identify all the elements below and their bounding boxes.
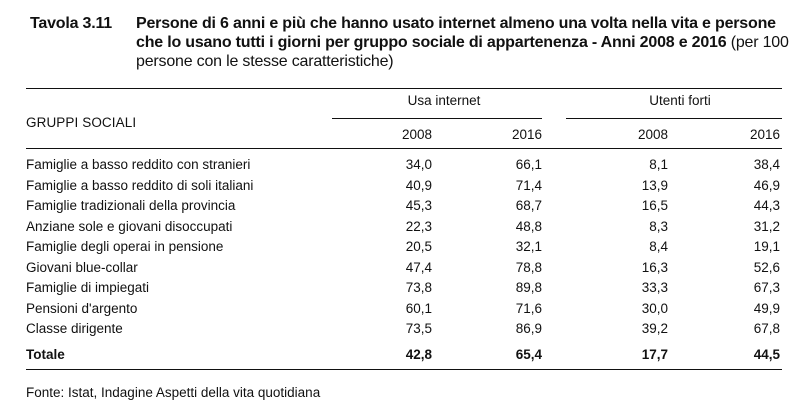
cell-value: 46,9 — [753, 177, 780, 193]
row-label: Famiglie tradizionali della provincia — [26, 198, 236, 213]
cell-value: 33,3 — [641, 280, 668, 295]
cell-value: 47,4 — [405, 259, 432, 275]
cell-value: 19,1 — [753, 239, 780, 254]
top-rule — [26, 88, 782, 89]
row-label: Giovani blue-collar — [26, 259, 138, 275]
row-label: Famiglie a basso reddito con stranieri — [26, 157, 251, 172]
total-value: 44,5 — [753, 347, 780, 362]
cell-value: 32,1 — [515, 239, 542, 254]
cell-value: 86,9 — [515, 321, 542, 336]
total-value: 65,4 — [515, 347, 542, 362]
table-row-total: Totale 42,8 65,4 17,7 44,5 — [26, 347, 782, 367]
cell-value: 38,4 — [753, 157, 780, 172]
row-label: Anziane sole e giovani disoccupati — [26, 218, 233, 234]
table-row: Giovani blue-collar 47,4 78,8 16,3 52,6 — [26, 260, 782, 280]
cell-value: 45,3 — [405, 198, 432, 213]
source-note: Fonte: Istat, Indagine Aspetti della vit… — [26, 385, 321, 400]
cell-value: 67,8 — [753, 321, 780, 336]
table-row: Famiglie degli operai in pensione 20,5 3… — [26, 239, 782, 259]
cell-value: 30,0 — [641, 300, 668, 316]
cell-value: 40,9 — [405, 177, 432, 193]
group-rule-usa-internet — [332, 118, 542, 119]
total-value: 42,8 — [405, 347, 432, 362]
year-header: 2008 — [401, 127, 432, 142]
cell-value: 68,7 — [515, 198, 542, 213]
year-header: 2016 — [749, 127, 780, 142]
cell-value: 89,8 — [515, 280, 542, 295]
cell-value: 8,4 — [649, 239, 668, 254]
group-rule-utenti-forti — [566, 118, 782, 119]
table-title-main: Persone di 6 anni e più che hanno usato … — [136, 15, 776, 51]
cell-value: 31,2 — [753, 218, 780, 234]
table-row: Famiglie a basso reddito di soli italian… — [26, 178, 782, 198]
table-row: Classe dirigente 73,5 86,9 39,2 67,8 — [26, 321, 782, 341]
cell-value: 16,5 — [641, 198, 668, 213]
cell-value: 60,1 — [405, 300, 432, 316]
cell-value: 73,8 — [405, 280, 432, 295]
total-value: 17,7 — [641, 347, 668, 362]
row-label: Classe dirigente — [26, 321, 123, 336]
year-header: 2008 — [637, 127, 668, 142]
table-number: Tavola 3.11 — [30, 15, 113, 32]
cell-value: 8,1 — [649, 157, 668, 172]
group-header-usa-internet: Usa internet — [407, 93, 481, 108]
row-header-label: GRUPPI SOCIALI — [26, 115, 137, 130]
cell-value: 44,3 — [753, 198, 780, 213]
cell-value: 20,5 — [405, 239, 432, 254]
header-rule — [26, 148, 782, 149]
table-row: Anziane sole e giovani disoccupati 22,3 … — [26, 219, 782, 239]
year-header: 2016 — [511, 127, 542, 142]
cell-value: 34,0 — [405, 157, 432, 172]
table-title-note: (per 100 persone con le stesse caratteri… — [136, 34, 789, 70]
cell-value: 22,3 — [405, 218, 432, 234]
cell-value: 66,1 — [515, 157, 542, 172]
bottom-rule — [26, 369, 782, 370]
cell-value: 67,3 — [753, 280, 780, 295]
row-label: Famiglie degli operai in pensione — [26, 239, 224, 254]
total-label: Totale — [26, 347, 65, 362]
table-row: Famiglie a basso reddito con stranieri 3… — [26, 157, 782, 177]
cell-value: 71,4 — [515, 177, 542, 193]
cell-value: 8,3 — [649, 218, 668, 234]
cell-value: 71,6 — [515, 300, 542, 316]
table-row: Famiglie tradizionali della provincia 45… — [26, 198, 782, 218]
table-row: Famiglie di impiegati 73,8 89,8 33,3 67,… — [26, 280, 782, 300]
row-label: Pensioni d'argento — [26, 300, 138, 316]
group-header-utenti-forti: Utenti forti — [649, 93, 711, 108]
cell-value: 13,9 — [641, 177, 668, 193]
cell-value: 52,6 — [753, 259, 780, 275]
cell-value: 48,8 — [515, 218, 542, 234]
cell-value: 73,5 — [405, 321, 432, 336]
table-row: Pensioni d'argento 60,1 71,6 30,0 49,9 — [26, 301, 782, 321]
cell-value: 39,2 — [641, 321, 668, 336]
cell-value: 78,8 — [515, 259, 542, 275]
table-caption: Tavola 3.11 Persone di 6 anni e più che … — [30, 14, 800, 71]
row-label: Famiglie a basso reddito di soli italian… — [26, 177, 254, 193]
cell-value: 16,3 — [641, 259, 668, 275]
cell-value: 49,9 — [753, 300, 780, 316]
row-label: Famiglie di impiegati — [26, 280, 150, 295]
table-title: Persone di 6 anni e più che hanno usato … — [136, 14, 800, 71]
